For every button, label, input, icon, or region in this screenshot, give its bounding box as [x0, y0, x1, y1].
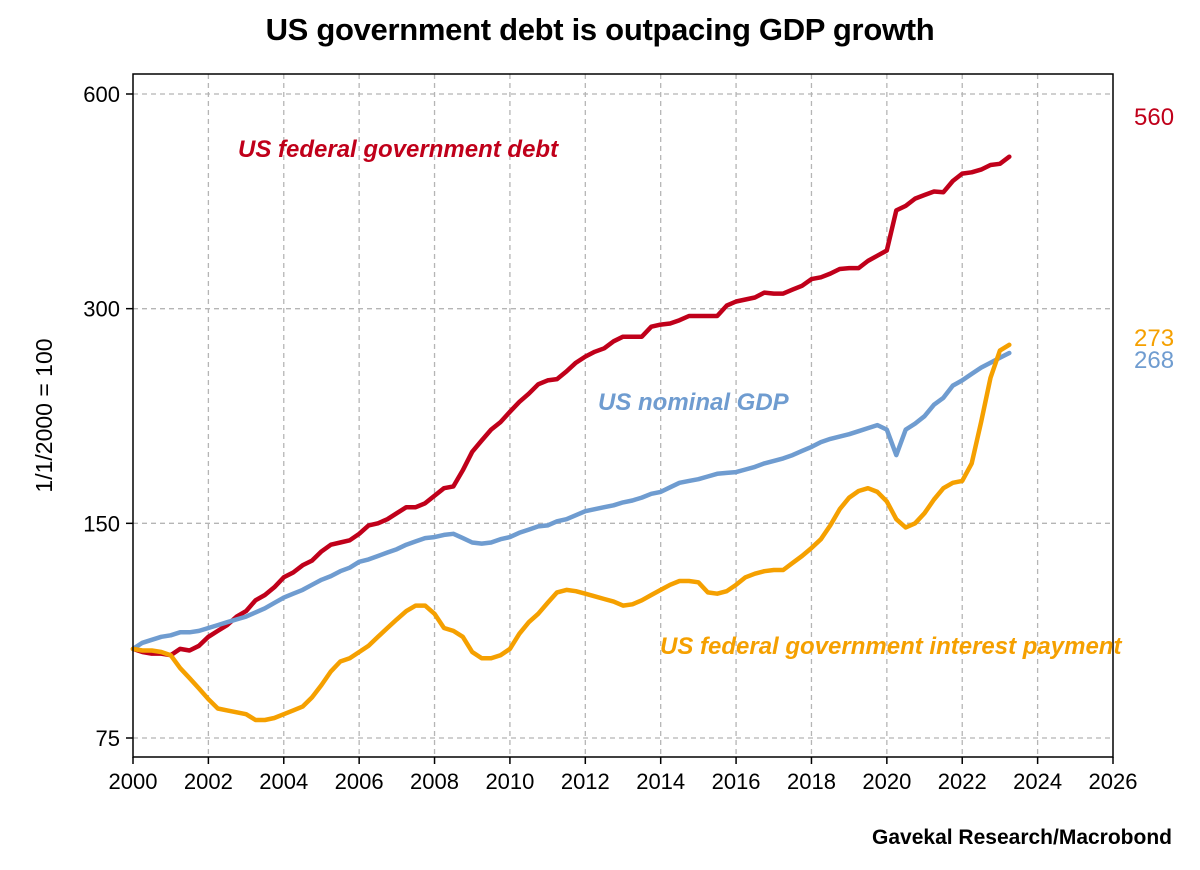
series-end-label: 268	[1134, 347, 1174, 374]
series-line	[130, 342, 1012, 723]
series-end-label: 560	[1134, 104, 1174, 131]
x-tick-label: 2012	[561, 769, 610, 794]
y-tick-label: 75	[96, 726, 120, 751]
plot-frame	[132, 73, 1114, 758]
x-tick-label: 2024	[1013, 769, 1062, 794]
x-tick-label: 2022	[938, 769, 987, 794]
series-line	[130, 350, 1012, 652]
series-lines	[130, 154, 1012, 723]
x-tick-label: 2010	[485, 769, 534, 794]
x-tick-label: 2000	[109, 769, 158, 794]
axis-ticks: 2000 2002 2004 2006 2008 2010 2012 2014 2016 2018…	[83, 82, 1174, 794]
x-tick-label: 2018	[787, 769, 836, 794]
series-end-label: 273	[1134, 325, 1174, 352]
grid	[133, 74, 1113, 757]
x-tick-label: 2016	[712, 769, 761, 794]
x-tick-label: 2020	[862, 769, 911, 794]
x-tick-label: 2002	[184, 769, 233, 794]
y-axis-label: 1/1/2000 = 100	[31, 338, 57, 492]
source-credit: Gavekal Research/Macrobond	[872, 826, 1172, 849]
y-tick-label: 600	[83, 82, 120, 107]
x-tick-label: 2004	[259, 769, 308, 794]
series-line	[130, 154, 1012, 658]
chart-title: US government debt is outpacing GDP grow…	[265, 12, 935, 47]
series-annotation: US nominal GDP	[598, 389, 790, 416]
annotations: US federal government debt US nominal GDP…	[238, 136, 1122, 660]
x-tick-label: 2008	[410, 769, 459, 794]
x-tick-label: 2014	[636, 769, 685, 794]
y-tick-label: 150	[83, 511, 120, 536]
x-tick-label: 2006	[335, 769, 384, 794]
y-tick-label: 300	[83, 297, 120, 322]
series-annotation: US federal government interest payment	[660, 633, 1122, 660]
x-tick-label: 2026	[1089, 769, 1138, 794]
series-annotation: US federal government debt	[238, 136, 559, 163]
